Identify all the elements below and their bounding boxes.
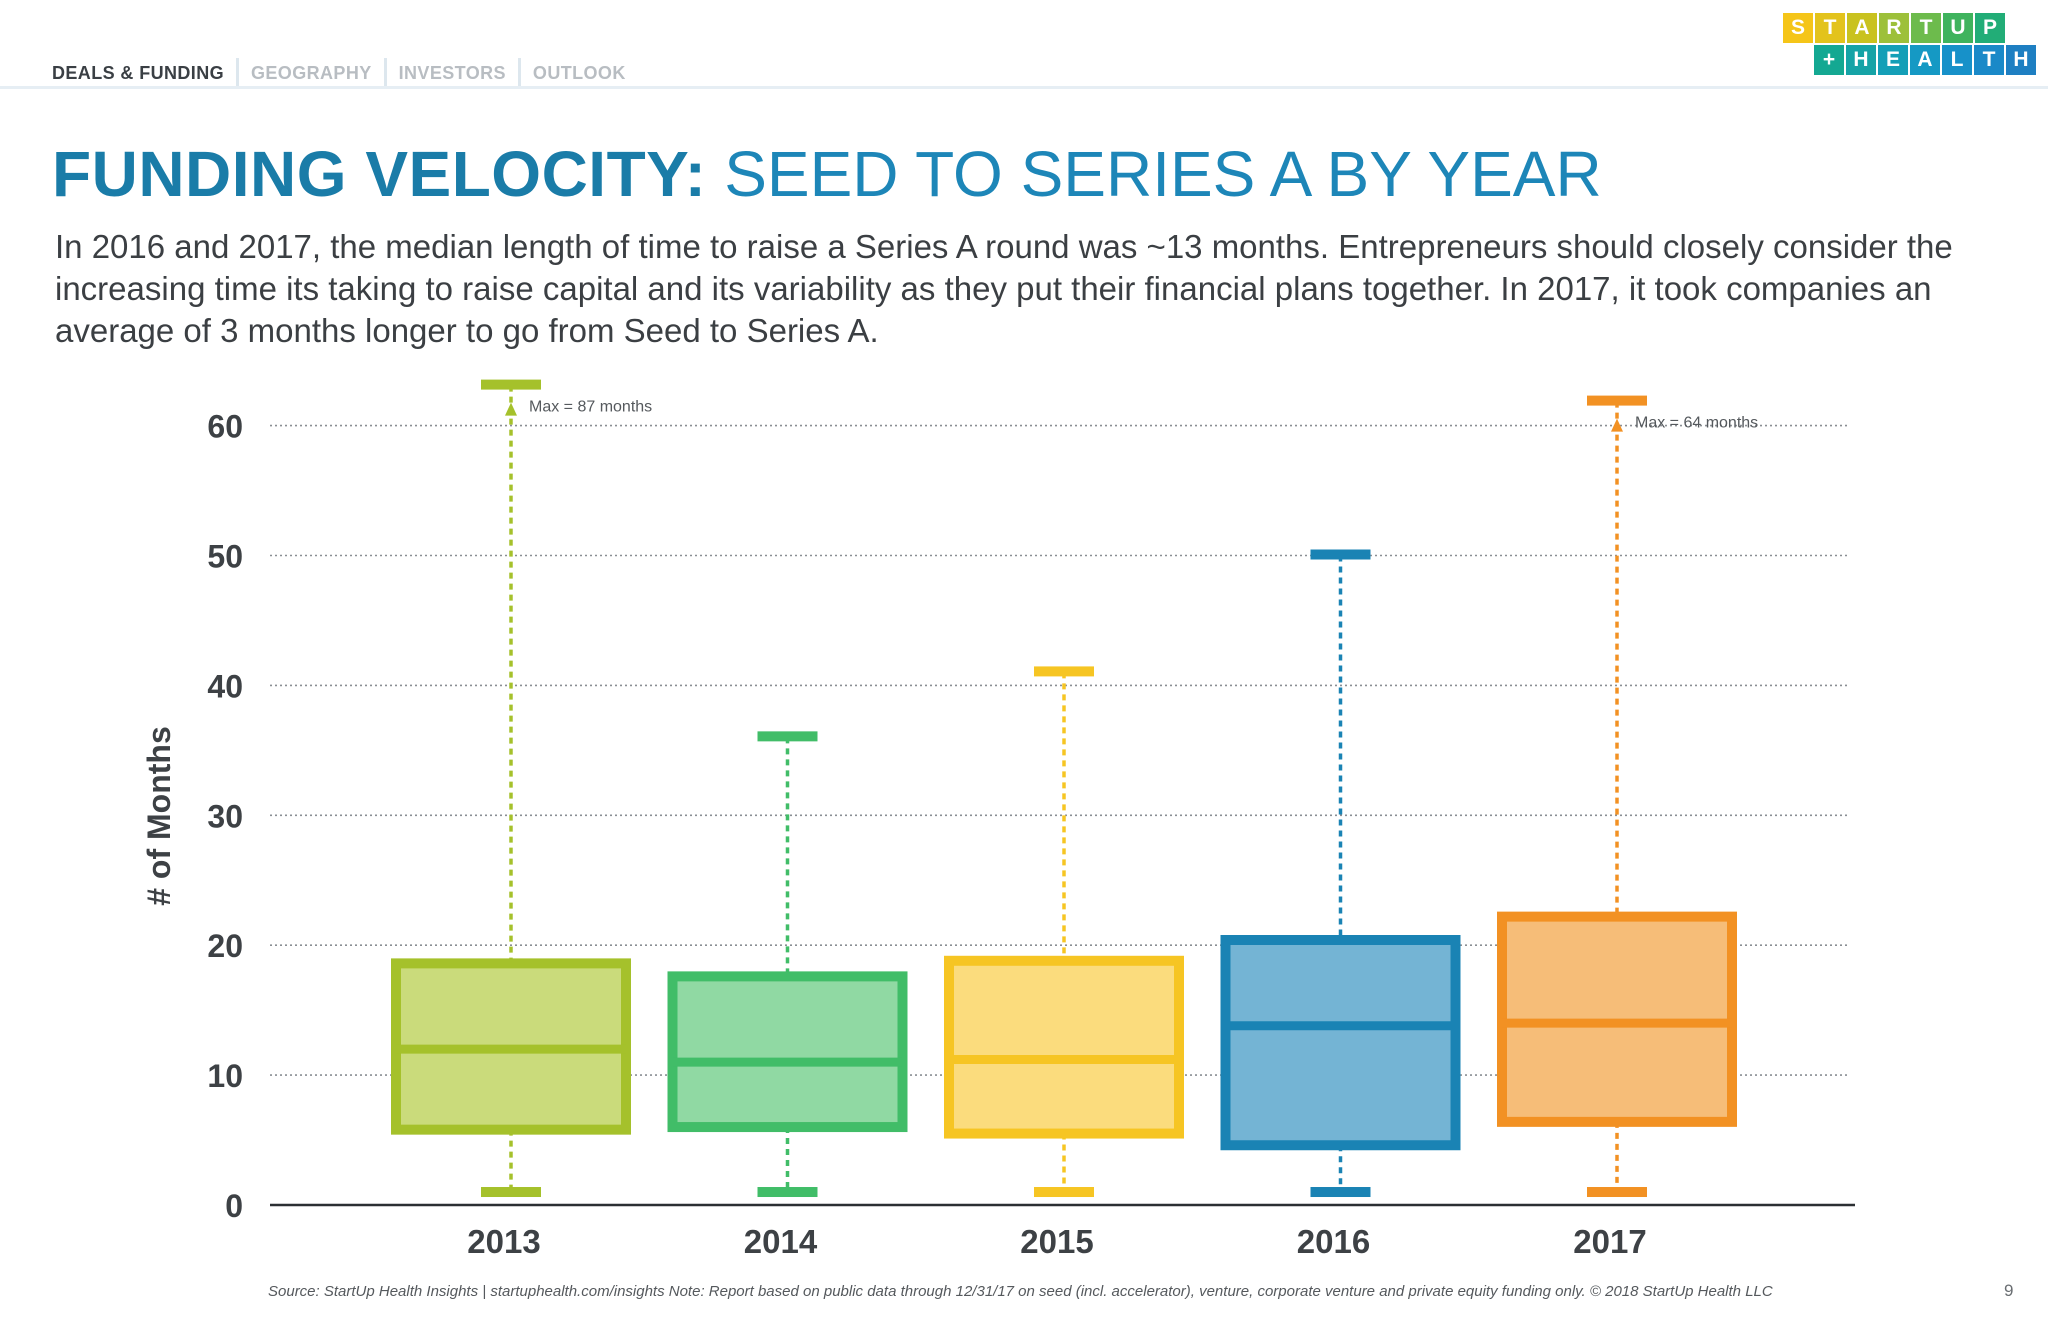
logo-letter: H: [1846, 45, 1876, 75]
logo-letter: R: [1879, 13, 1909, 43]
logo-letter: A: [1847, 13, 1877, 43]
iqr-box: [667, 971, 908, 1133]
y-tick-label: 0: [225, 1188, 243, 1224]
source-note: Source: StartUp Health Insights | startu…: [268, 1283, 1773, 1300]
box-plot-chart: 0 10 20 30 40 50 60 # of Months Max = 87 months 2…: [141, 379, 1855, 1260]
y-axis-label: # of Months: [141, 726, 177, 906]
page-number: 9: [2004, 1281, 2014, 1300]
y-tick-label: 20: [207, 928, 243, 964]
y-tick-label: 10: [207, 1058, 243, 1094]
max-arrow-icon: [505, 402, 517, 416]
min-cap: [481, 1187, 541, 1198]
max-arrow-icon: [1611, 418, 1623, 432]
logo-letter: H: [2006, 45, 2036, 75]
x-tick-label: 2014: [744, 1223, 818, 1260]
page-title-light: SEED TO SERIES A BY YEAR: [706, 138, 1602, 210]
iqr-box: [944, 955, 1184, 1139]
iqr-box: [1220, 935, 1461, 1151]
logo-letter: E: [1878, 45, 1908, 75]
logo-letter: T: [1974, 45, 2004, 75]
tab-geography[interactable]: GEOGRAPHY: [251, 62, 372, 83]
logo-letter: P: [1975, 13, 2005, 43]
max-cap: [1034, 666, 1094, 677]
nav-divider: [0, 86, 2048, 89]
x-tick-label: 2016: [1297, 1223, 1370, 1260]
min-cap: [1310, 1187, 1371, 1198]
page-title: FUNDING VELOCITY: SEED TO SERIES A BY YE…: [52, 136, 1602, 212]
y-tick-label: 40: [207, 668, 243, 704]
y-tick-label: 50: [207, 539, 243, 575]
y-tick-label: 30: [207, 798, 243, 834]
min-cap: [1034, 1187, 1094, 1198]
page-title-strong: FUNDING VELOCITY:: [52, 138, 707, 210]
max-cap: [1587, 395, 1647, 406]
x-tick-label: 2017: [1573, 1223, 1646, 1260]
nav-separator: [383, 58, 387, 88]
min-cap: [757, 1187, 818, 1198]
tab-investors[interactable]: INVESTORS: [398, 62, 506, 83]
logo-letter: T: [1911, 13, 1941, 43]
max-cap: [757, 731, 818, 742]
tab-deals-funding[interactable]: DEALS & FUNDING: [52, 62, 224, 83]
x-tick-label: 2013: [467, 1223, 540, 1260]
page-description: In 2016 and 2017, the median length of t…: [55, 228, 1953, 349]
nav-separator: [236, 58, 239, 88]
max-annotation: Max = 87 months: [529, 399, 652, 416]
max-cap: [481, 379, 541, 390]
logo-letter: S: [1783, 13, 1813, 43]
logo-letter: A: [1910, 45, 1940, 75]
tab-outlook[interactable]: OUTLOOK: [532, 62, 626, 83]
logo-row-health: + H E A L T H: [1814, 45, 2036, 75]
max-annotation: Max = 64 months: [1635, 415, 1758, 432]
min-cap: [1587, 1187, 1647, 1198]
x-tick-label: 2015: [1020, 1223, 1093, 1260]
logo-letter: +: [1814, 45, 1844, 75]
nav-separator: [517, 58, 521, 88]
logo-letter: T: [1815, 13, 1845, 43]
logo-letter: L: [1942, 45, 1972, 75]
max-cap: [1310, 549, 1371, 560]
y-tick-label: 60: [207, 409, 243, 445]
section-nav: DEALS & FUNDING GEOGRAPHY INVESTORS OUTL…: [52, 58, 638, 88]
logo-letter: U: [1943, 13, 1973, 43]
